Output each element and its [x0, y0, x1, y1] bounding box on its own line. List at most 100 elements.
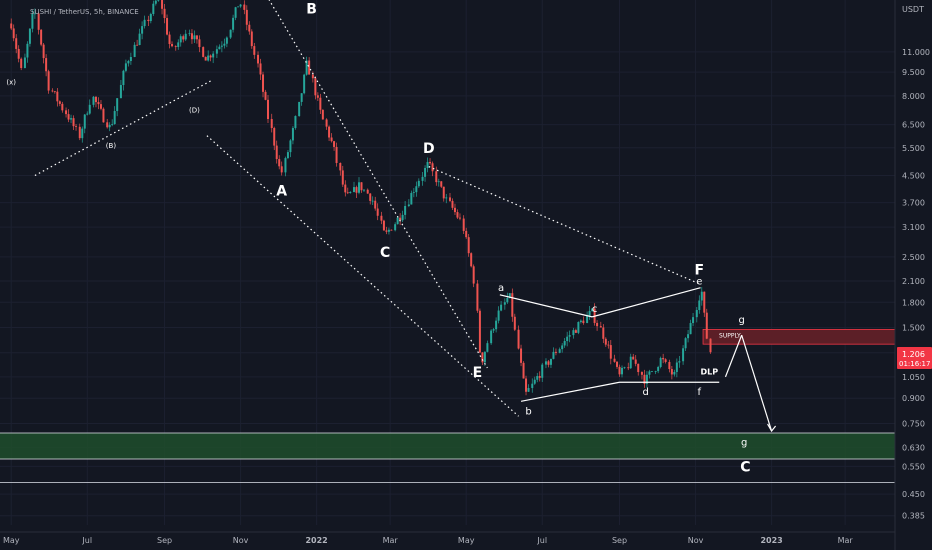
candle-body: [369, 193, 372, 201]
candle-body: [259, 63, 262, 75]
price-tick-label: 1.500: [902, 324, 925, 333]
candle-body: [33, 13, 36, 15]
candle-body: [448, 197, 451, 201]
candle-body: [451, 200, 454, 208]
wave-label-c: C: [740, 459, 750, 475]
candle-body: [385, 230, 388, 232]
candle-body: [670, 369, 673, 375]
wave-label-c: c: [592, 304, 598, 315]
candle-body: [417, 180, 420, 187]
candle-body: [410, 192, 413, 205]
candle-body: [561, 345, 564, 350]
candle-body: [703, 291, 706, 313]
candle-body: [223, 43, 226, 46]
candle-body: [366, 189, 369, 194]
trendlines: [34, 0, 777, 433]
price-tick-label: 0.550: [902, 462, 925, 471]
candle-body: [634, 359, 637, 364]
time-tick-label: 2022: [305, 536, 327, 545]
candle-body: [640, 372, 643, 375]
candle-body: [517, 329, 520, 349]
candle-body: [166, 18, 169, 35]
candle-body: [253, 46, 256, 55]
candle-body: [602, 327, 605, 339]
wave-label-b: B: [306, 2, 317, 18]
candle-body: [182, 36, 185, 40]
candle-body: [483, 351, 486, 363]
candle-body: [328, 126, 331, 138]
candle-body: [316, 95, 319, 98]
candle-body: [424, 167, 427, 177]
candle-body: [262, 74, 265, 92]
candle-body: [177, 42, 180, 48]
candle-body: [86, 113, 89, 115]
candle-body: [355, 187, 358, 193]
candle-body: [525, 378, 528, 392]
candle-body: [632, 356, 635, 360]
candle-body: [229, 29, 232, 38]
triangle-line-c-e: [591, 287, 701, 318]
candle-body: [588, 310, 591, 316]
candle-body: [547, 361, 550, 365]
candle-body: [152, 3, 155, 14]
time-tick-label: Jul: [536, 536, 547, 545]
candle-body: [362, 189, 365, 191]
candle-body: [431, 163, 434, 172]
wave-label-dlp: DLP: [700, 367, 718, 376]
candle-body: [506, 297, 509, 303]
candle-body: [357, 182, 360, 193]
candle-body: [99, 104, 102, 109]
candle-body: [437, 181, 440, 183]
triangle-line-b-d: [520, 381, 620, 402]
candle-body: [404, 205, 407, 215]
time-tick-label: Jul: [81, 536, 92, 545]
candle-body: [141, 26, 144, 34]
wave-label-b: b: [525, 407, 531, 418]
candle-body: [122, 70, 125, 86]
candle-body: [218, 46, 221, 50]
candle-body: [339, 162, 342, 171]
candle-body: [346, 192, 349, 194]
candle-body: [453, 207, 456, 213]
candle-body: [645, 374, 648, 384]
candle-body: [476, 283, 479, 311]
candle-body: [284, 158, 287, 173]
time-axis[interactable]: May Jul Sep Nov 2022 Mar May Jul Sep Nov 2023 Mar: [0, 531, 895, 545]
time-tick-label: May: [3, 536, 20, 545]
candle-body: [511, 293, 514, 317]
candle-body: [643, 374, 646, 384]
candle-body: [497, 310, 500, 321]
candle-body: [56, 91, 59, 102]
candle-body: [232, 17, 235, 30]
wave-label-d: d: [643, 387, 649, 398]
candle-body: [239, 4, 242, 7]
price-tick-label: 8.000: [902, 92, 925, 101]
candle-body: [143, 19, 146, 27]
candle-body: [470, 253, 473, 267]
candle-body: [657, 366, 660, 372]
candle-body: [607, 344, 610, 346]
time-tick-label: Sep: [157, 536, 172, 545]
candle-body: [344, 184, 347, 193]
time-tick-label: May: [458, 536, 475, 545]
candle-body: [698, 300, 701, 311]
candle-body: [399, 217, 402, 221]
candle-body: [462, 218, 465, 231]
price-tick-label: 0.750: [902, 419, 925, 428]
candle-body: [72, 118, 75, 127]
wave-label-x: (x): [6, 78, 16, 86]
candle-body: [188, 33, 191, 35]
candle-body: [648, 371, 651, 375]
candle-body: [618, 366, 621, 375]
candle-body: [566, 336, 569, 341]
candle-body: [248, 24, 251, 32]
candle-body: [20, 58, 23, 69]
current-price: 1.206: [902, 350, 925, 359]
candle-body: [536, 376, 539, 380]
candle-body: [31, 13, 34, 29]
candle-body: [215, 49, 218, 54]
candle-body: [700, 291, 703, 301]
price-axis[interactable]: 11.000 9.500 8.000 6.500 5.500 4.500 3.700 3.10…: [894, 0, 930, 550]
